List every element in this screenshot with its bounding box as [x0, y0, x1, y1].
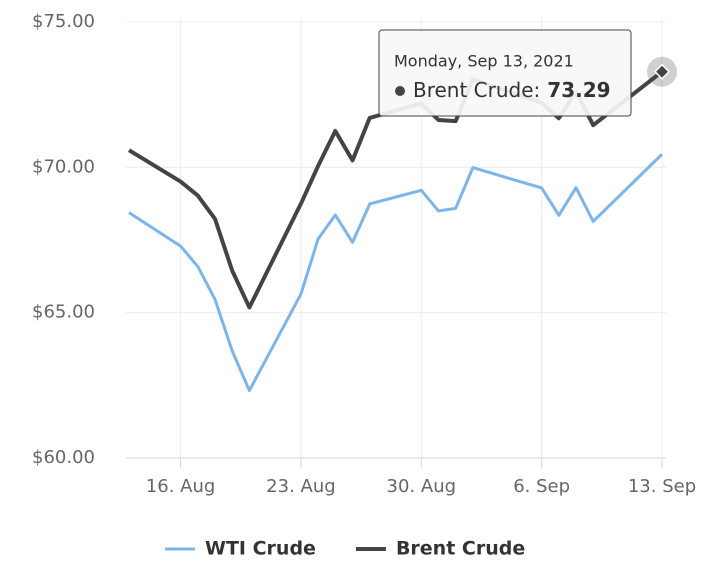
tooltip-header: Monday, Sep 13, 2021 — [394, 52, 574, 71]
x-tick-label: 30. Aug — [387, 476, 457, 497]
legend-label: Brent Crude — [396, 538, 525, 560]
y-tick-label: $70.00 — [32, 156, 95, 177]
y-tick-label: $65.00 — [32, 302, 95, 323]
y-tick-label: $75.00 — [32, 11, 95, 32]
x-tick-label: 23. Aug — [266, 476, 336, 497]
tooltip-box — [378, 29, 632, 117]
tooltip-label: Brent Crude: — [413, 78, 540, 102]
tooltip: Monday, Sep 13, 2021 Brent Crude: 73.29 — [378, 29, 632, 117]
x-tick-label: 6. Sep — [513, 476, 570, 497]
tooltip-line: Brent Crude: 73.29 — [413, 78, 611, 102]
x-tick-label: 13. Sep — [628, 476, 696, 497]
tooltip-value: 73.29 — [547, 78, 610, 102]
x-tick-label: 16. Aug — [146, 476, 216, 497]
legend-label: WTI Crude — [205, 538, 316, 560]
y-tick-label: $60.00 — [32, 447, 95, 468]
series-line — [128, 153, 664, 393]
hover-marker — [653, 63, 671, 80]
tooltip-bullet — [395, 86, 405, 96]
